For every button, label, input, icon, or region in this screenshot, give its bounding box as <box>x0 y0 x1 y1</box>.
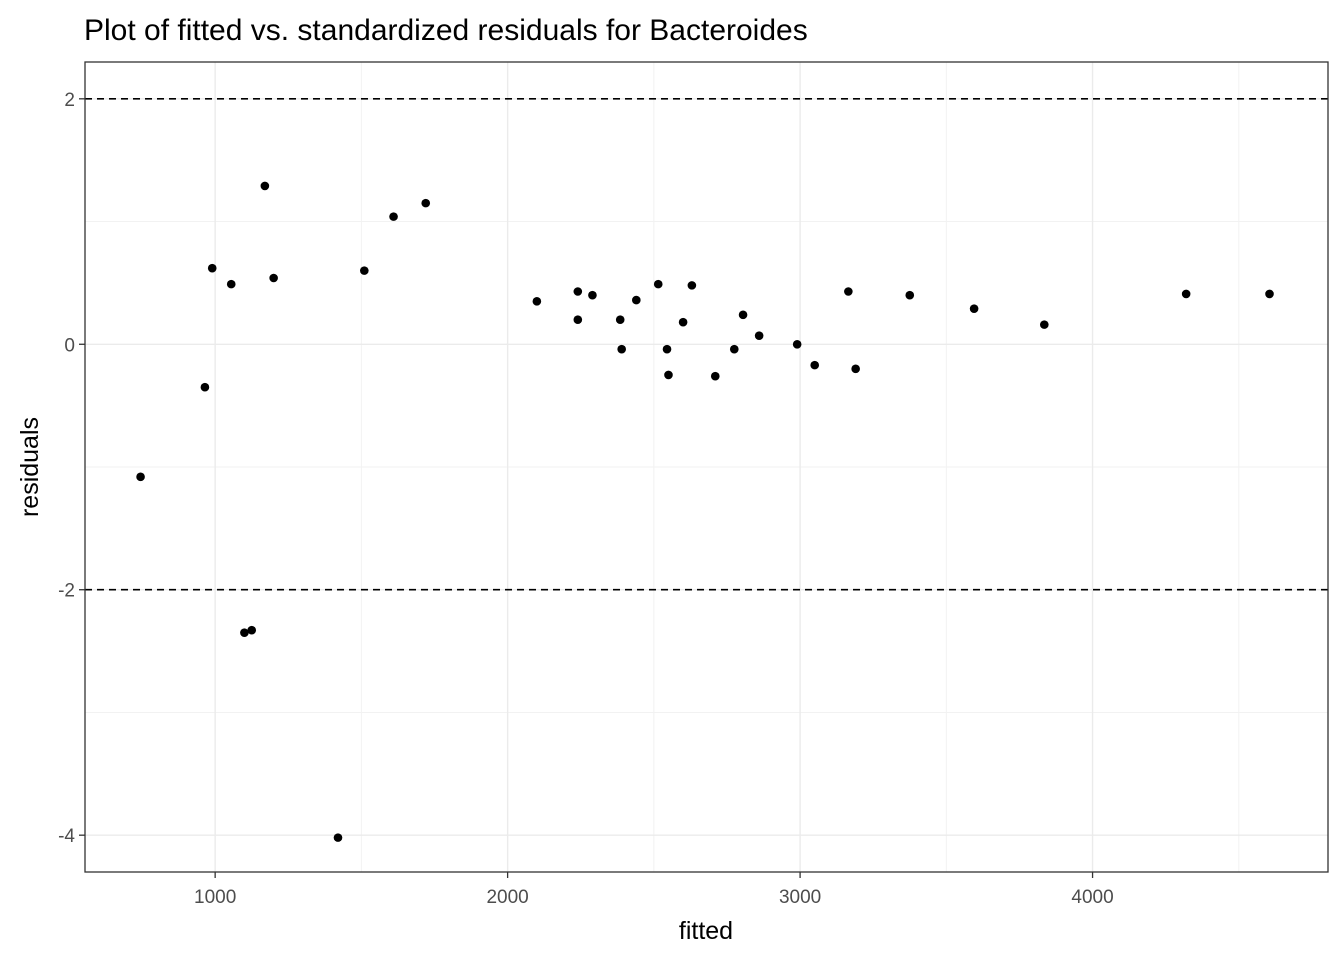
y-tick-label: 2 <box>64 90 75 111</box>
x-axis-title: fitted <box>679 917 733 945</box>
grid-lines <box>85 62 1328 872</box>
data-point <box>754 331 764 340</box>
data-point <box>664 370 673 380</box>
data-point <box>1265 289 1274 299</box>
data-point <box>207 263 217 273</box>
y-tick-label: 0 <box>64 335 75 356</box>
data-point <box>200 382 210 392</box>
y-axis-title: residuals <box>16 417 44 517</box>
data-point <box>573 287 583 296</box>
plot-panel-border <box>84 61 1329 873</box>
data-point <box>588 290 597 300</box>
data-point <box>226 279 236 289</box>
y-tick-label: -4 <box>58 826 75 847</box>
y-tick-label: -2 <box>58 581 75 602</box>
data-point <box>1040 320 1049 329</box>
data-point <box>1181 289 1191 299</box>
data-point <box>333 833 343 842</box>
data-point <box>662 344 672 354</box>
data-point <box>617 344 626 354</box>
x-tick-label: 4000 <box>1071 887 1113 908</box>
data-point <box>687 281 697 290</box>
x-axis-ticks: 1000 2000 3000 4000 <box>194 872 1114 908</box>
data-point <box>792 339 802 349</box>
data-point <box>653 279 663 289</box>
data-point <box>729 344 739 354</box>
x-tick-label: 1000 <box>194 887 236 908</box>
data-points <box>136 181 1274 842</box>
data-point <box>678 317 688 327</box>
reference-lines <box>85 98 1328 591</box>
data-point <box>389 212 398 221</box>
data-point <box>844 287 853 296</box>
data-point <box>969 304 979 313</box>
data-point <box>240 628 249 637</box>
data-point <box>632 295 641 305</box>
data-point <box>421 198 431 208</box>
data-point <box>360 266 369 275</box>
data-point <box>738 310 748 320</box>
data-point <box>710 371 720 381</box>
data-point <box>136 472 145 482</box>
data-point <box>532 297 542 306</box>
chart-title: Plot of fitted vs. standardized residual… <box>84 14 808 47</box>
data-point <box>573 315 583 325</box>
data-point <box>615 315 625 325</box>
data-point <box>269 273 278 283</box>
data-point <box>247 625 257 635</box>
data-point <box>851 364 860 374</box>
data-point <box>905 290 915 300</box>
data-point <box>260 181 270 191</box>
data-point <box>810 360 820 370</box>
x-tick-label: 3000 <box>779 887 821 908</box>
y-axis-ticks: -4 -2 0 2 <box>58 90 85 847</box>
x-tick-label: 2000 <box>486 887 528 908</box>
